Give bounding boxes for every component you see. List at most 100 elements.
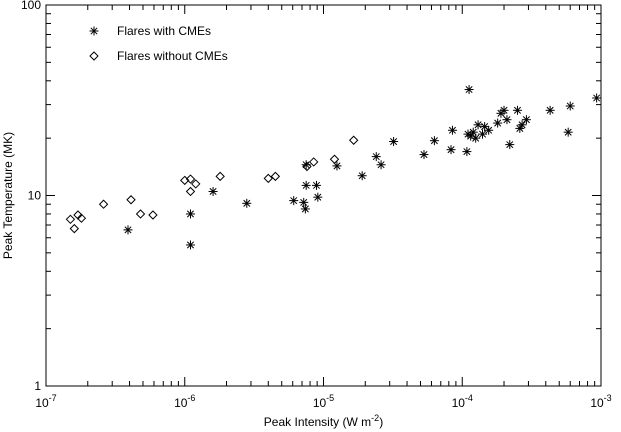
diamond-shape: [329, 154, 340, 164]
data-point-diamond: [191, 179, 201, 189]
data-point-asterisk: [311, 180, 321, 190]
asterisk-stroke: [377, 161, 385, 169]
y-tick-label: 10: [28, 189, 42, 203]
asterisk-stroke: [290, 197, 298, 205]
diamond-shape: [89, 51, 99, 61]
data-point-asterisk: [471, 133, 481, 143]
data-point-diamond: [215, 171, 225, 182]
asterisk-stroke: [314, 193, 322, 201]
data-point-diamond: [329, 154, 340, 164]
x-tick-label-exponent: -4: [465, 393, 473, 403]
x-tick-label-base: 10: [452, 396, 466, 410]
asterisk-stroke: [448, 126, 456, 134]
x-tick-label-base: 10: [590, 396, 604, 410]
asterisk-stroke: [506, 141, 514, 149]
data-point-diamond: [148, 210, 158, 220]
legend-label: Flares without CMEs: [117, 49, 228, 63]
data-point-diamond: [69, 223, 80, 234]
data-point-asterisk: [447, 125, 457, 135]
asterisk-stroke: [312, 181, 321, 189]
asterisk-stroke: [494, 119, 502, 127]
asterisk-stroke: [186, 210, 195, 218]
data-point-asterisk: [505, 140, 515, 150]
data-point-asterisk: [545, 105, 555, 115]
asterisk-stroke: [372, 153, 380, 161]
data-point-asterisk: [512, 105, 522, 115]
asterisk-stroke: [300, 198, 308, 206]
diamond-shape: [263, 173, 273, 184]
diamond-shape: [185, 174, 196, 184]
y-tick-label: 100: [21, 0, 41, 12]
data-point-asterisk: [389, 137, 399, 147]
diamond-shape: [348, 135, 359, 145]
asterisk-stroke: [593, 94, 601, 102]
asterisk-stroke: [500, 106, 508, 114]
asterisk-stroke: [566, 102, 574, 110]
asterisk-stroke: [481, 123, 489, 131]
legend-diamond-marker: [89, 51, 99, 61]
asterisk-stroke: [469, 128, 477, 136]
data-point-diamond: [180, 175, 190, 186]
diamond-shape: [185, 186, 196, 197]
asterisk-stroke: [546, 106, 554, 114]
data-point-asterisk: [462, 147, 472, 157]
x-tick-label: 10-3: [590, 393, 611, 410]
asterisk-stroke: [472, 134, 480, 142]
asterisk-stroke: [447, 146, 455, 154]
asterisk-stroke: [90, 27, 98, 35]
legend-label: Flares with CMEs: [117, 24, 211, 38]
asterisk-stroke: [333, 162, 341, 170]
data-point-diamond: [270, 171, 281, 182]
x-tick-label-exponent: -7: [49, 393, 57, 403]
asterisk-stroke: [463, 148, 471, 156]
data-point-asterisk: [419, 150, 429, 160]
x-tick-label-base: 10: [35, 396, 49, 410]
x-axis-title-tail: ): [379, 415, 383, 429]
x-axis-title-superscript: -2: [371, 413, 379, 423]
asterisk-stroke: [209, 187, 217, 195]
asterisk-stroke: [513, 106, 521, 114]
data-point-asterisk: [484, 125, 494, 135]
data-point-asterisk: [242, 198, 252, 208]
data-point-asterisk: [499, 105, 509, 115]
data-point-asterisk: [313, 192, 323, 202]
data-point-diamond: [65, 214, 76, 225]
asterisk-stroke: [301, 205, 309, 213]
data-point-asterisk: [289, 196, 299, 206]
asterisk-stroke: [474, 121, 482, 129]
data-point-asterisk: [300, 204, 310, 214]
asterisk-stroke: [243, 199, 251, 207]
x-tick-label: 10-6: [174, 393, 195, 410]
data-point-asterisk: [429, 136, 439, 146]
data-point-diamond: [263, 173, 273, 184]
asterisk-stroke: [302, 181, 310, 189]
x-tick-label-exponent: -5: [326, 393, 334, 403]
diamond-shape: [76, 213, 87, 223]
legend: Flares with CMEs Flares without CMEs: [89, 24, 228, 63]
data-point-asterisk: [565, 101, 575, 111]
asterisk-stroke: [358, 172, 366, 180]
data-point-diamond: [126, 195, 136, 205]
diamond-shape: [215, 171, 225, 182]
data-point-asterisk: [493, 118, 503, 128]
diamond-shape: [135, 209, 146, 219]
x-tick-label: 10-5: [313, 393, 334, 410]
data-point-diamond: [348, 135, 359, 145]
diamond-shape: [65, 214, 76, 225]
diamond-shape: [308, 157, 319, 167]
diamond-shape: [302, 161, 312, 172]
x-tick-label-base: 10: [313, 396, 327, 410]
asterisk-stroke: [522, 116, 530, 124]
diamond-shape: [98, 199, 109, 209]
asterisk-stroke: [390, 137, 398, 146]
asterisk-stroke: [478, 130, 487, 138]
data-point-asterisk: [185, 209, 195, 219]
y-tick-label: 1: [34, 379, 41, 393]
data-point-diamond: [98, 199, 109, 209]
data-point-asterisk: [464, 85, 474, 95]
series-with-cmes: [123, 85, 602, 250]
data-point-diamond: [185, 186, 196, 197]
x-tick-label-exponent: -6: [187, 393, 195, 403]
